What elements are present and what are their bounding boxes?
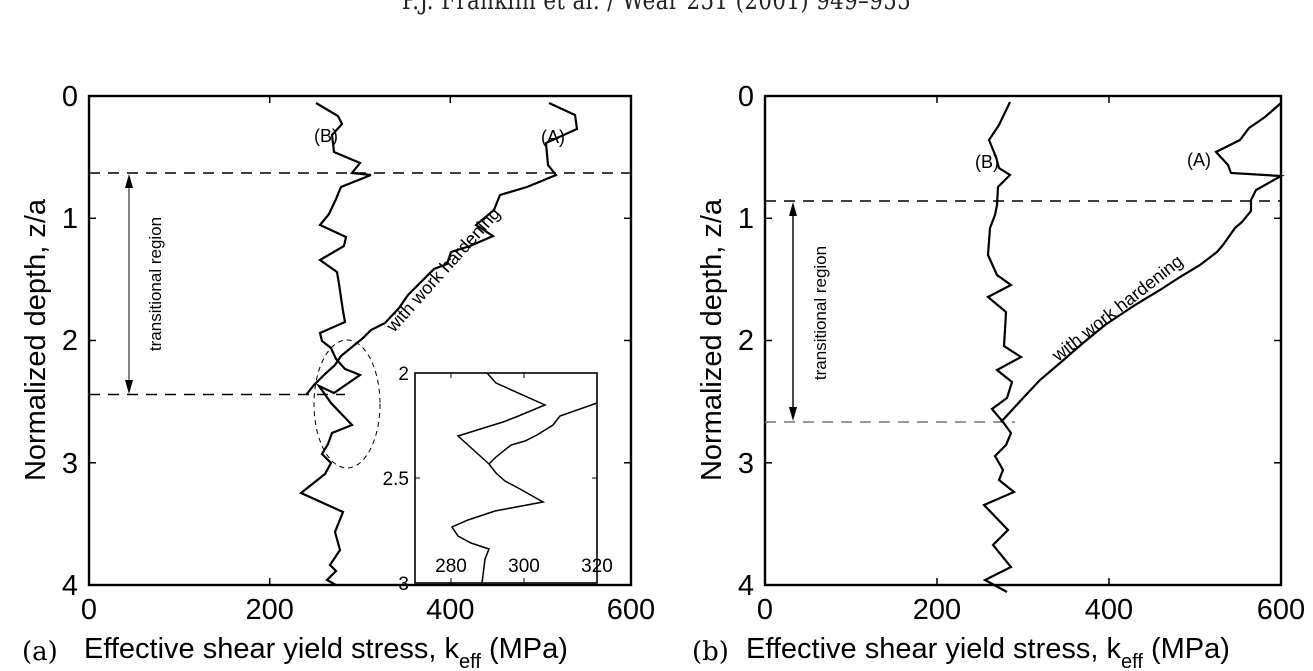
- inset-xtick-280: 280: [435, 556, 467, 577]
- panel-a-label-a: (A): [541, 127, 565, 147]
- panel-a-inset: 2 2.5 3 280 300 320: [383, 364, 613, 595]
- inset-curve-b: [450, 372, 547, 584]
- panel-b-ytick-3: 3: [738, 448, 754, 480]
- panel-b-ytick-1: 1: [738, 203, 754, 235]
- inset-xtick-320: 320: [581, 556, 613, 577]
- panel-a-label: (a): [22, 637, 58, 667]
- inset-ytick-2.5: 2.5: [383, 469, 409, 490]
- panel-b-x-ticks: [936, 96, 1110, 585]
- panel-b-xtick-600: 600: [1257, 594, 1305, 626]
- panel-a-curve-b: [298, 102, 372, 586]
- panel-a-ytick-3: 3: [62, 448, 78, 480]
- panel-b-y-ticks: [765, 217, 1281, 464]
- page-header: P.J. Franklin et al. / Wear 251 (2001) 9…: [401, 0, 912, 16]
- panel-b-xlabel: Effective shear yield stress, keff (MPa): [746, 633, 1230, 671]
- panel-b: 0 200 400 600 0 1 2 3 4 Normalized depth…: [692, 81, 1305, 671]
- panel-b-xtick-400: 400: [1085, 594, 1133, 626]
- panel-b-ytick-0: 0: [738, 81, 754, 113]
- panel-a-work-hardening-label: with work hardening: [381, 203, 504, 336]
- panel-a-curve-a: [305, 102, 579, 396]
- panel-b-ytick-2: 2: [738, 325, 754, 357]
- panel-b-ytick-4: 4: [738, 570, 754, 602]
- panel-a-ytick-0: 0: [62, 81, 78, 113]
- arrow-down-icon: [125, 380, 133, 394]
- panel-a-ylabel: Normalized depth, z/a: [20, 198, 52, 481]
- panel-a-ytick-4: 4: [62, 570, 78, 602]
- panel-a-ytick-1: 1: [62, 203, 78, 235]
- panel-a-xlabel: Effective shear yield stress, keff (MPa): [84, 633, 568, 671]
- panel-b-label: (b): [692, 637, 729, 667]
- panel-b-transitional-arrow: [789, 202, 797, 421]
- arrow-up-icon: [789, 202, 797, 216]
- panel-b-curve-b: [982, 101, 1024, 593]
- panel-b-label-b: (B): [975, 152, 999, 172]
- inset-ticks: [415, 373, 597, 583]
- inset-ytick-3: 3: [398, 574, 409, 595]
- arrow-up-icon: [125, 174, 133, 188]
- arrow-down-icon: [789, 407, 797, 421]
- panel-b-ylabel: Normalized depth, z/a: [696, 198, 728, 481]
- panel-a-ytick-2: 2: [62, 325, 78, 357]
- inset-axes-box: [414, 372, 598, 584]
- panel-b-transitional-label: transitional region: [811, 246, 830, 380]
- panel-b-xtick-200: 200: [913, 594, 961, 626]
- panel-a-y-ticks: [89, 217, 631, 464]
- panel-a-label-b: (B): [314, 126, 338, 146]
- panel-b-curve-a: [1000, 102, 1285, 423]
- panel-b-label-a: (A): [1187, 150, 1211, 170]
- inset-ytick-2: 2: [398, 364, 409, 385]
- panel-b-work-hardening-label: with work hardening: [1047, 251, 1186, 366]
- panel-a-xtick-200: 200: [246, 594, 294, 626]
- panel-a-zoom-ellipse: [313, 339, 381, 469]
- panel-a-xtick-400: 400: [426, 594, 474, 626]
- inset-curve-a: [488, 402, 598, 465]
- panel-a: 0 200 400 600 0 1 2 3 4 Normalized depth…: [20, 81, 655, 671]
- panel-a-transitional-arrow: [125, 174, 133, 394]
- inset-xtick-300: 300: [508, 556, 540, 577]
- panel-a-xtick-0: 0: [81, 594, 97, 626]
- panel-a-transitional-label: transitional region: [146, 217, 165, 351]
- panel-b-xtick-0: 0: [757, 594, 773, 626]
- panel-a-xtick-600: 600: [607, 594, 655, 626]
